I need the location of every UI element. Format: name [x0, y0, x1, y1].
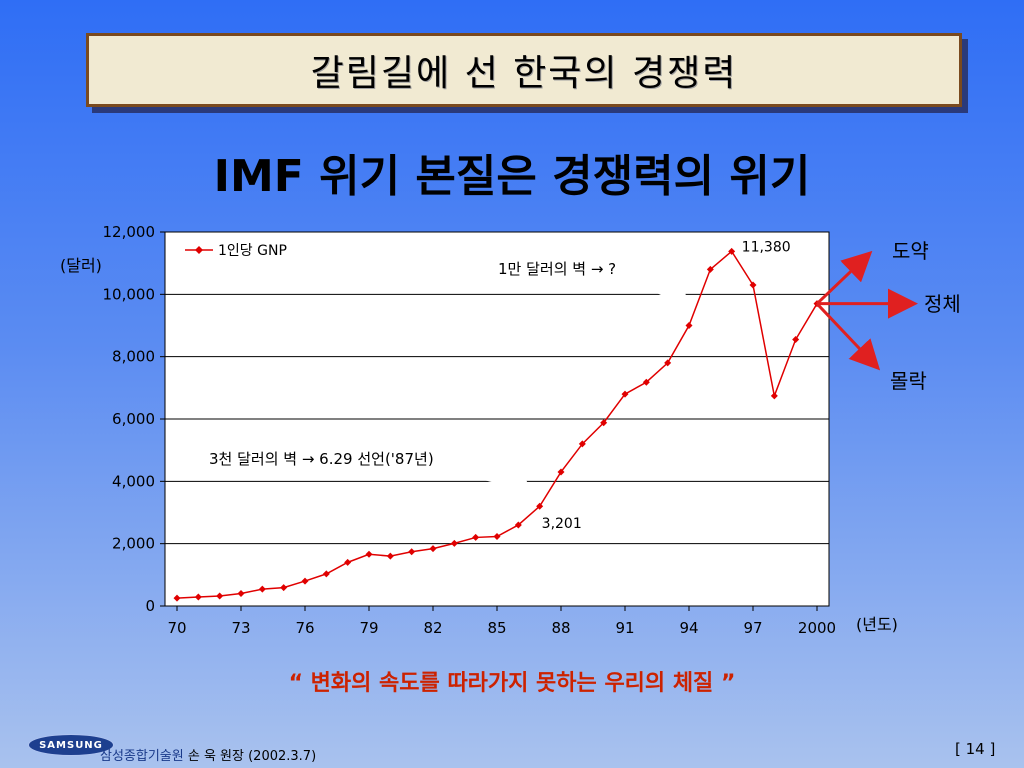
- x-tick-label: 85: [487, 619, 506, 637]
- y-tick-label: 4,000: [112, 472, 155, 490]
- data-label: 11,380: [742, 239, 791, 255]
- data-point: [578, 440, 586, 448]
- x-tick-label: 79: [359, 619, 378, 637]
- slide-subtitle: IMF 위기 본질은 경쟁력의 위기: [213, 151, 811, 202]
- data-point: [706, 265, 714, 273]
- title-box: 갈림길에 선 한국의 경쟁력: [86, 33, 962, 107]
- data-point: [173, 594, 181, 602]
- x-tick-label: 94: [679, 619, 698, 637]
- data-point: [237, 590, 245, 598]
- samsung-logo: SAMSUNG: [28, 734, 114, 756]
- y-tick-label: 2,000: [112, 535, 155, 553]
- outcome-collapse: 몰락: [890, 369, 927, 393]
- x-tick-label: 91: [615, 619, 634, 637]
- y-tick-label: 10,000: [103, 285, 156, 303]
- callout-10k-wall: 1만 달러의 벽 → ?: [484, 255, 631, 282]
- data-point: [493, 532, 501, 540]
- data-point: [301, 577, 309, 585]
- callout-10k-pointer: [639, 255, 689, 308]
- y-tick-label: 12,000: [103, 223, 156, 241]
- y-tick-label: 8,000: [112, 348, 155, 366]
- arrow-down: [815, 302, 881, 371]
- y-unit-label: (달러): [60, 256, 102, 275]
- outcome-stagnation: 정체: [924, 292, 961, 316]
- x-unit-label: (년도): [856, 615, 898, 634]
- x-tick-label: 73: [231, 619, 250, 637]
- x-tick-label: 76: [295, 619, 314, 637]
- data-point: [642, 378, 650, 386]
- x-tick-label: 97: [743, 619, 762, 637]
- data-point: [621, 390, 629, 398]
- data-point: [408, 548, 416, 556]
- data-point: [365, 550, 373, 558]
- data-point: [216, 592, 224, 600]
- page-number: [ 14 ]: [955, 740, 996, 758]
- data-point: [429, 545, 437, 553]
- closing-quote: “ 변화의 속도를 따라가지 못하는 우리의 체질 ”: [288, 671, 736, 696]
- data-point: [386, 552, 394, 560]
- y-tick-label: 0: [145, 597, 155, 615]
- slide-title: 갈림길에 선 한국의 경쟁력: [310, 53, 738, 94]
- legend-label: 1인당 GNP: [218, 243, 287, 259]
- data-point: [600, 419, 608, 427]
- data-point: [792, 336, 800, 344]
- data-point: [194, 593, 202, 601]
- outcome-leap: 도약: [892, 239, 929, 263]
- data-point: [685, 322, 693, 329]
- footer: 삼성종합기술원 손 욱 원장 (2002.3.7): [100, 745, 316, 764]
- data-point: [472, 533, 480, 541]
- data-point: [344, 558, 352, 566]
- arrow-up: [815, 250, 873, 305]
- data-point: [514, 521, 522, 529]
- x-tick-label: 70: [167, 619, 186, 637]
- data-label: 3,201: [542, 516, 582, 532]
- data-point: [749, 281, 757, 289]
- data-point: [258, 585, 266, 593]
- data-point: [770, 392, 778, 400]
- data-point: [280, 584, 288, 592]
- data-point: [664, 359, 672, 367]
- footer-org: 삼성종합기술원: [100, 749, 184, 764]
- data-point: [557, 468, 565, 476]
- callout-3k-pointer: [479, 442, 532, 493]
- legend-marker: [195, 246, 203, 254]
- y-tick-label: 6,000: [112, 410, 155, 428]
- data-point: [536, 502, 544, 510]
- callout-3k-wall: 3천 달러의 벽 → 6.29 선언('87년): [195, 445, 448, 472]
- x-tick-label: 82: [423, 619, 442, 637]
- x-tick-label: 2000: [798, 619, 836, 637]
- data-point: [450, 539, 458, 547]
- data-point: [322, 570, 330, 578]
- data-point: [728, 247, 736, 255]
- x-tick-label: 88: [551, 619, 570, 637]
- footer-author: 손 욱 원장 (2002.3.7): [187, 749, 317, 764]
